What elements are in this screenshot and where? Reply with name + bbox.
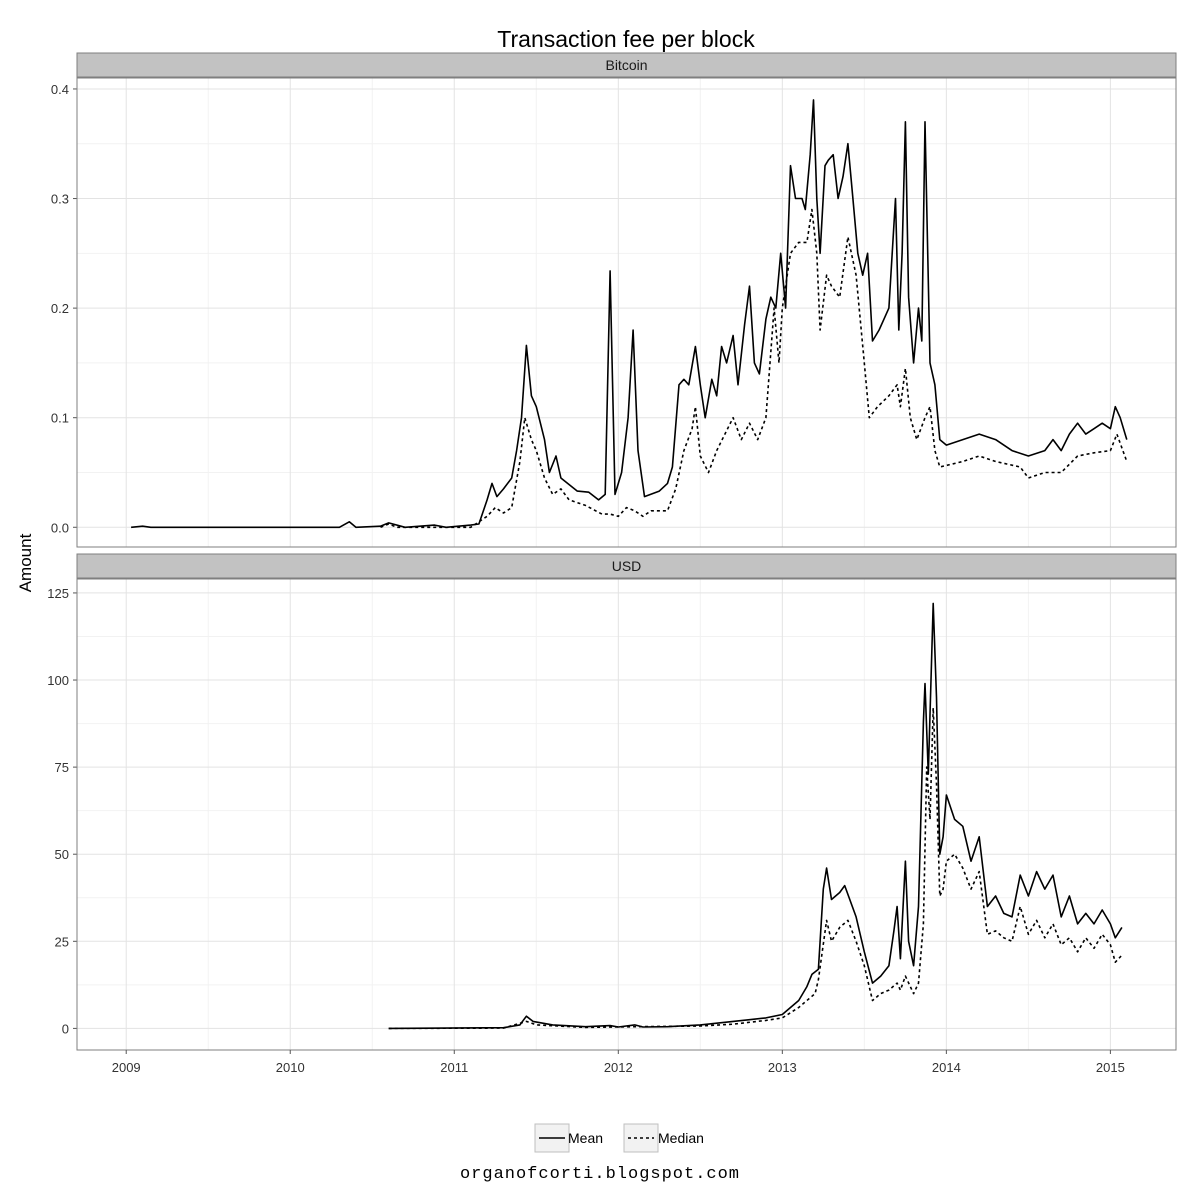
panel-background — [77, 579, 1176, 1050]
y-tick-label: 100 — [47, 673, 69, 688]
legend: Mean Median — [534, 1123, 704, 1153]
y-tick-label: 25 — [55, 934, 69, 949]
x-tick-label: 2014 — [932, 1060, 961, 1075]
panel-bitcoin: Bitcoin 0.0 0.1 0.2 0.3 0.4 — [51, 52, 1177, 548]
series-line-mean — [388, 602, 1123, 1030]
x-tick-label: 2012 — [604, 1060, 633, 1075]
panels: Bitcoin 0.0 0.1 0.2 0.3 0.4 USD 0 25 50 75 100 125 — [47, 52, 1177, 1051]
series-line-median — [380, 208, 1128, 529]
y-tick-label: 0 — [62, 1021, 69, 1036]
y-tick-label: 0.3 — [51, 192, 69, 207]
y-tick-label: 50 — [55, 847, 69, 862]
x-tick-label: 2013 — [768, 1060, 797, 1075]
y-tick-label: 0.0 — [51, 520, 69, 535]
y-tick-label: 0.1 — [51, 411, 69, 426]
source-caption: organofcorti.blogspot.com — [459, 1165, 741, 1184]
panel-background — [77, 78, 1176, 547]
chart-title: Transaction fee per block — [497, 26, 755, 52]
x-tick-label: 2010 — [276, 1060, 305, 1075]
legend-label-mean: Mean — [568, 1130, 603, 1146]
panel-border — [76, 578, 1177, 1051]
facet-strip-label: Bitcoin — [605, 57, 647, 73]
series-line-median — [388, 707, 1123, 1030]
y-tick-label: 0.4 — [51, 82, 69, 97]
y-tick-label: 75 — [55, 760, 69, 775]
facet-strip — [76, 553, 1177, 579]
facet-strip — [76, 52, 1177, 78]
x-tick-label: 2009 — [112, 1060, 141, 1075]
x-tick-label: 2015 — [1096, 1060, 1125, 1075]
panel-border — [76, 77, 1177, 548]
x-tick-label: 2011 — [440, 1060, 468, 1075]
y-tick-label: 0.2 — [51, 301, 69, 316]
x-axis: 2009 2010 2011 2012 2013 2014 2015 — [112, 1050, 1125, 1075]
y-tick-label: 125 — [47, 586, 69, 601]
y-axis-title: Amount — [16, 533, 35, 592]
facet-strip-label: USD — [612, 558, 642, 574]
series-line-mean — [131, 99, 1128, 529]
legend-label-median: Median — [658, 1130, 704, 1146]
panel-usd: USD 0 25 50 75 100 125 — [47, 553, 1177, 1051]
